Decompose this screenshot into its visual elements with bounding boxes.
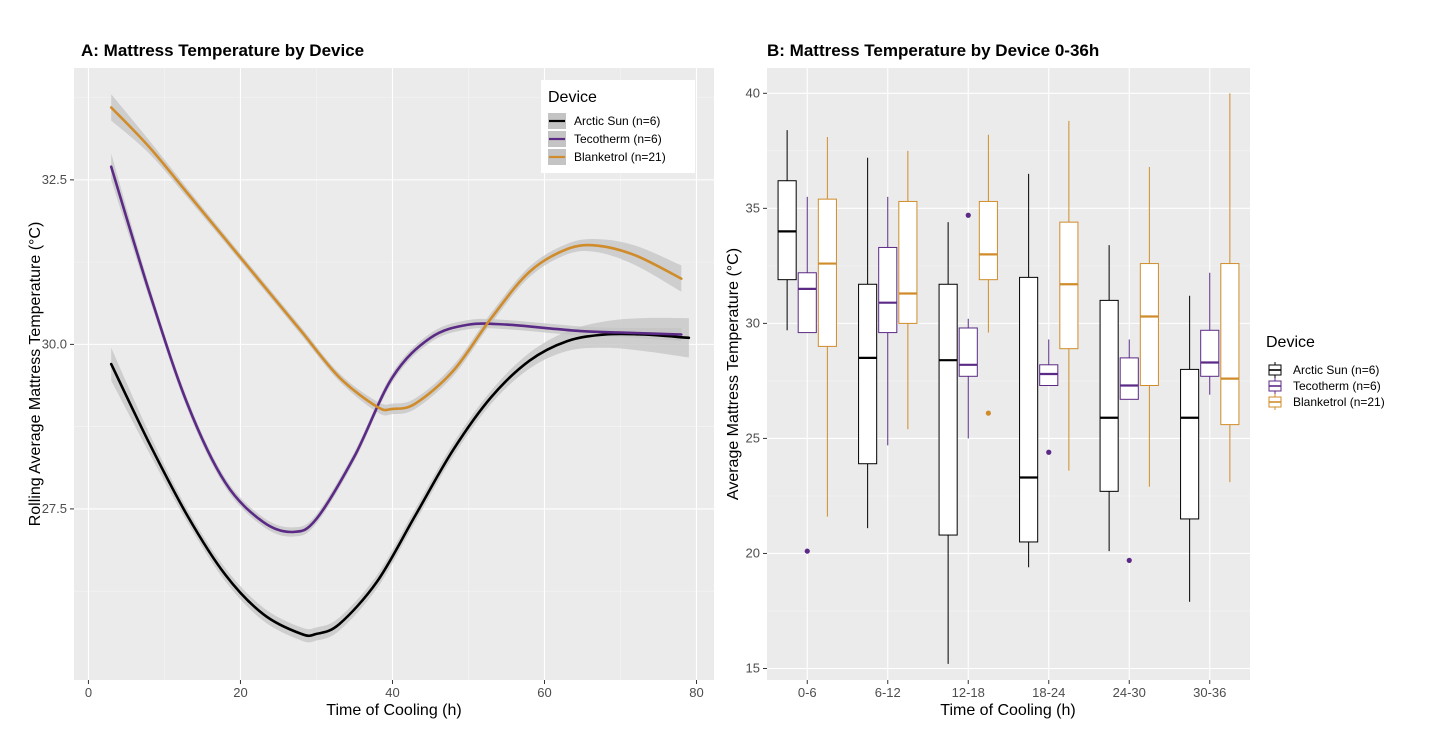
box-arctic-sun [1180, 368, 1200, 520]
panel-a-x-tick-label: 80 [689, 685, 703, 700]
panel-a-line-chart: A: Mattress Temperature by Device 0 20 40 6… [27, 41, 714, 719]
panel-a-legend-title: Device [548, 89, 597, 106]
panel-a-legend: Device Arctic Sun (n=6) Tecotherm (n=6) Bl… [541, 80, 695, 173]
panel-a-series-lines [109, 106, 691, 638]
outlier-tecotherm [804, 548, 810, 554]
box-arctic-sun [777, 180, 797, 281]
legend-a-label-arctic-sun: Arctic Sun (n=6) [574, 114, 660, 128]
outlier-blanketrol [985, 410, 991, 416]
box-tecotherm [1200, 329, 1220, 377]
line-arctic-sun [109, 332, 691, 638]
panel-a-y-tick-label: 27.5 [42, 501, 67, 516]
outlier-tecotherm [1126, 557, 1132, 563]
panel-b-legend-title: Device [1266, 334, 1315, 351]
outlier-tecotherm [1046, 449, 1052, 455]
panel-a-x-tick-label: 20 [233, 685, 247, 700]
legend-b-label-arctic-sun: Arctic Sun (n=6) [1293, 363, 1379, 377]
panel-a-legend-background [541, 80, 695, 173]
legend-a-label-tecotherm: Tecotherm (n=6) [574, 132, 662, 146]
legend-a-label-blanketrol: Blanketrol (n=21) [574, 150, 666, 164]
box-arctic-sun [1019, 276, 1039, 543]
panel-b-y-tick-label: 35 [746, 200, 760, 215]
panel-b-axes: 15 20 25 30 35 40 0-6 6-12 12-18 18-24 24-30 30-36 [746, 85, 1227, 700]
panel-a-title: A: Mattress Temperature by Device [81, 41, 364, 60]
panel-a-x-tick-label: 60 [537, 685, 551, 700]
box-blanketrol [817, 198, 837, 347]
panel-b-x-tick-label: 18-24 [1032, 685, 1065, 700]
legend-b-label-blanketrol: Blanketrol (n=21) [1293, 395, 1385, 409]
panel-a-y-tick-label: 32.5 [42, 172, 67, 187]
panel-b-legend: Device Arctic Sun (n=6) Tecotherm (n=6) Bl… [1266, 334, 1385, 410]
panel-b-y-tick-label: 30 [746, 315, 760, 330]
box-arctic-sun [938, 283, 958, 536]
panel-b-box-chart: B: Mattress Temperature by Device 0-36h … [725, 41, 1385, 719]
box-tecotherm [878, 246, 898, 334]
box-blanketrol [1059, 221, 1079, 350]
panel-b-title: B: Mattress Temperature by Device 0-36h [767, 41, 1099, 60]
panel-b-y-tick-label: 25 [746, 430, 760, 445]
panel-b-x-tick-label: 30-36 [1193, 685, 1226, 700]
box-blanketrol [898, 200, 918, 324]
legend-b-label-tecotherm: Tecotherm (n=6) [1293, 379, 1381, 393]
box-arctic-sun [858, 283, 878, 465]
panel-a-x-tick-label: 0 [85, 685, 92, 700]
panel-b-x-axis-title: Time of Cooling (h) [940, 702, 1075, 719]
box-tecotherm [797, 272, 817, 334]
box-blanketrol [1139, 263, 1159, 387]
panel-b-x-tick-label: 0-6 [798, 685, 817, 700]
panel-b-x-tick-label: 12-18 [952, 685, 985, 700]
panel-a-x-axis-title: Time of Cooling (h) [326, 702, 461, 719]
panel-b-gridlines [767, 68, 1250, 680]
panel-b-y-tick-label: 15 [746, 660, 760, 675]
box-tecotherm [958, 327, 978, 377]
panel-b-y-axis-title: Average Mattress Temperature (°C) [725, 248, 742, 500]
panel-b-x-tick-label: 24-30 [1113, 685, 1146, 700]
box-tecotherm [1119, 357, 1139, 400]
panel-b-y-tick-label: 20 [746, 545, 760, 560]
panel-b-boxplots [777, 93, 1240, 664]
outlier-tecotherm [965, 212, 971, 218]
panel-a-x-tick-label: 40 [385, 685, 399, 700]
line-tecotherm [109, 165, 683, 534]
box-tecotherm [1039, 364, 1059, 387]
panel-b-plot-area [767, 68, 1250, 680]
panel-a-axes: 0 20 40 60 80 27.5 30.0 32.5 [42, 172, 704, 700]
panel-a-y-axis-title: Rolling Average Mattress Temperature (°C… [27, 222, 44, 527]
box-arctic-sun [1099, 299, 1119, 492]
box-blanketrol [978, 200, 998, 281]
panel-a-y-tick-label: 30.0 [42, 336, 67, 351]
line-blanketrol [109, 106, 683, 412]
panel-b-y-tick-label: 40 [746, 85, 760, 100]
panel-b-x-tick-label: 6-12 [875, 685, 901, 700]
box-blanketrol [1220, 263, 1240, 426]
